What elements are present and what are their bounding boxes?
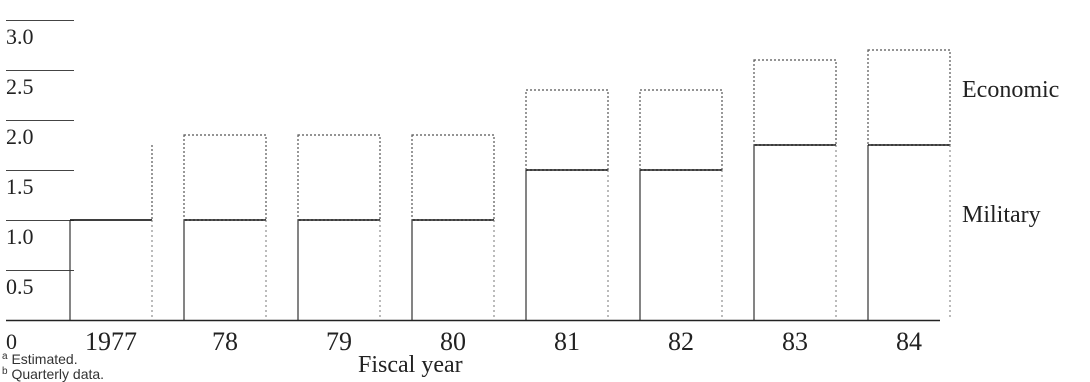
bar-military (754, 145, 836, 320)
bar-military (868, 145, 950, 320)
y-tick-label: 2.5 (6, 74, 34, 99)
footnote-marker-a: a (2, 351, 8, 362)
y-tick-label: 2.0 (6, 124, 34, 149)
y-tick-label: 1.0 (6, 224, 34, 249)
bar-economic (70, 145, 152, 220)
bar-military (526, 170, 608, 320)
bar-economic (411, 134, 495, 221)
footnote-text-b: Quarterly data. (11, 366, 104, 382)
bar-military (298, 220, 380, 320)
footnote-marker-b: b (2, 366, 8, 377)
legend-economic: Economic (962, 77, 1059, 103)
x-tick-label: 81 (554, 327, 580, 356)
y-axis: 0 0.5 1.0 1.5 2.0 2.5 3.0 (6, 20, 74, 354)
x-tick-label: 83 (782, 327, 808, 356)
x-axis-title: Fiscal year (358, 352, 463, 378)
x-tick-label: 80 (440, 327, 466, 356)
bar-military (70, 220, 152, 320)
x-tick-label: 79 (326, 327, 352, 356)
footnote-quarterly: b Quarterly data. (2, 361, 104, 382)
y-tick-label: 0.5 (6, 274, 34, 299)
legend-military: Military (962, 202, 1041, 228)
y-tick-label: 1.5 (6, 174, 34, 199)
bar-economic (639, 89, 723, 171)
x-tick-label: 84 (896, 327, 922, 356)
bar-group (69, 49, 951, 320)
bar-economic (183, 134, 267, 221)
bar-economic (867, 49, 951, 146)
x-tick-label: 78 (212, 327, 238, 356)
bar-economic (297, 134, 381, 221)
bar-military (184, 220, 266, 320)
x-tick-label: 82 (668, 327, 694, 356)
x-tick-label: 1977 (85, 327, 137, 356)
bar-economic (753, 59, 837, 146)
y-tick-label: 3.0 (6, 24, 34, 49)
bar-military (640, 170, 722, 320)
bar-military (412, 220, 494, 320)
footnote-text-a: Estimated. (11, 351, 77, 367)
bar-economic (525, 89, 609, 171)
x-axis: 1977 78 79 80 81 82 83 84 (6, 319, 940, 356)
y-tick-label: 0 (6, 329, 17, 354)
footnote-estimated: a Estimated. (2, 346, 78, 367)
